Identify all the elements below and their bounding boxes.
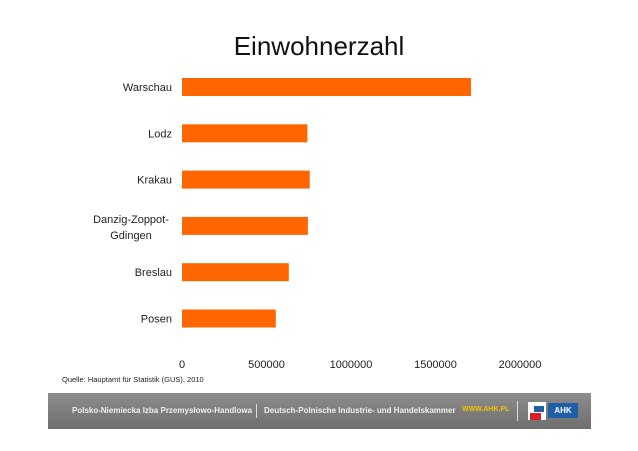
bar-breslau [182,263,289,282]
category-label: Lodz [148,128,172,140]
ahk-logo-text: AHK [548,403,578,418]
footer-chamber-german: Deutsch-Polnische Industrie- und Handels… [264,406,456,415]
bar-lodz [182,124,308,143]
category-label: Danzig-Zoppot-Gdingen [93,214,169,242]
bar-krakau [182,170,310,189]
bar-danzig-zoppot-gdingen [182,216,308,235]
x-tick-label: 500000 [248,359,285,371]
category-label: Warschau [123,82,172,94]
ahk-logo-icon [528,402,546,420]
source-note: Quelle: Hauptamt für Statistik (GUS), 20… [62,375,204,384]
bar-posen [182,309,276,328]
x-tick-label: 1500000 [414,359,457,371]
category-label: Breslau [135,267,172,279]
bar-warschau [182,78,471,96]
category-label: Krakau [137,175,172,187]
footer-website-link[interactable]: WWW.AHK.PL [462,406,510,413]
x-tick-label: 1000000 [330,359,373,371]
footer-bar: Polsko-Niemiecka Izba Przemysłowo-Handlo… [48,393,591,429]
footer-divider [517,401,518,421]
chart-title: Einwohnerzahl [234,31,405,61]
x-tick-label: 0 [179,359,185,371]
category-label: Posen [141,314,172,326]
ahk-logo: AHK [528,400,580,422]
x-tick-label: 2000000 [499,359,542,371]
footer-divider [256,404,257,418]
footer-chamber-polish: Polsko-Niemiecka Izba Przemysłowo-Handlo… [72,406,253,415]
bar-chart: Einwohnerzahl Warschau Lodz Krakau Danzig-Z… [93,31,542,371]
